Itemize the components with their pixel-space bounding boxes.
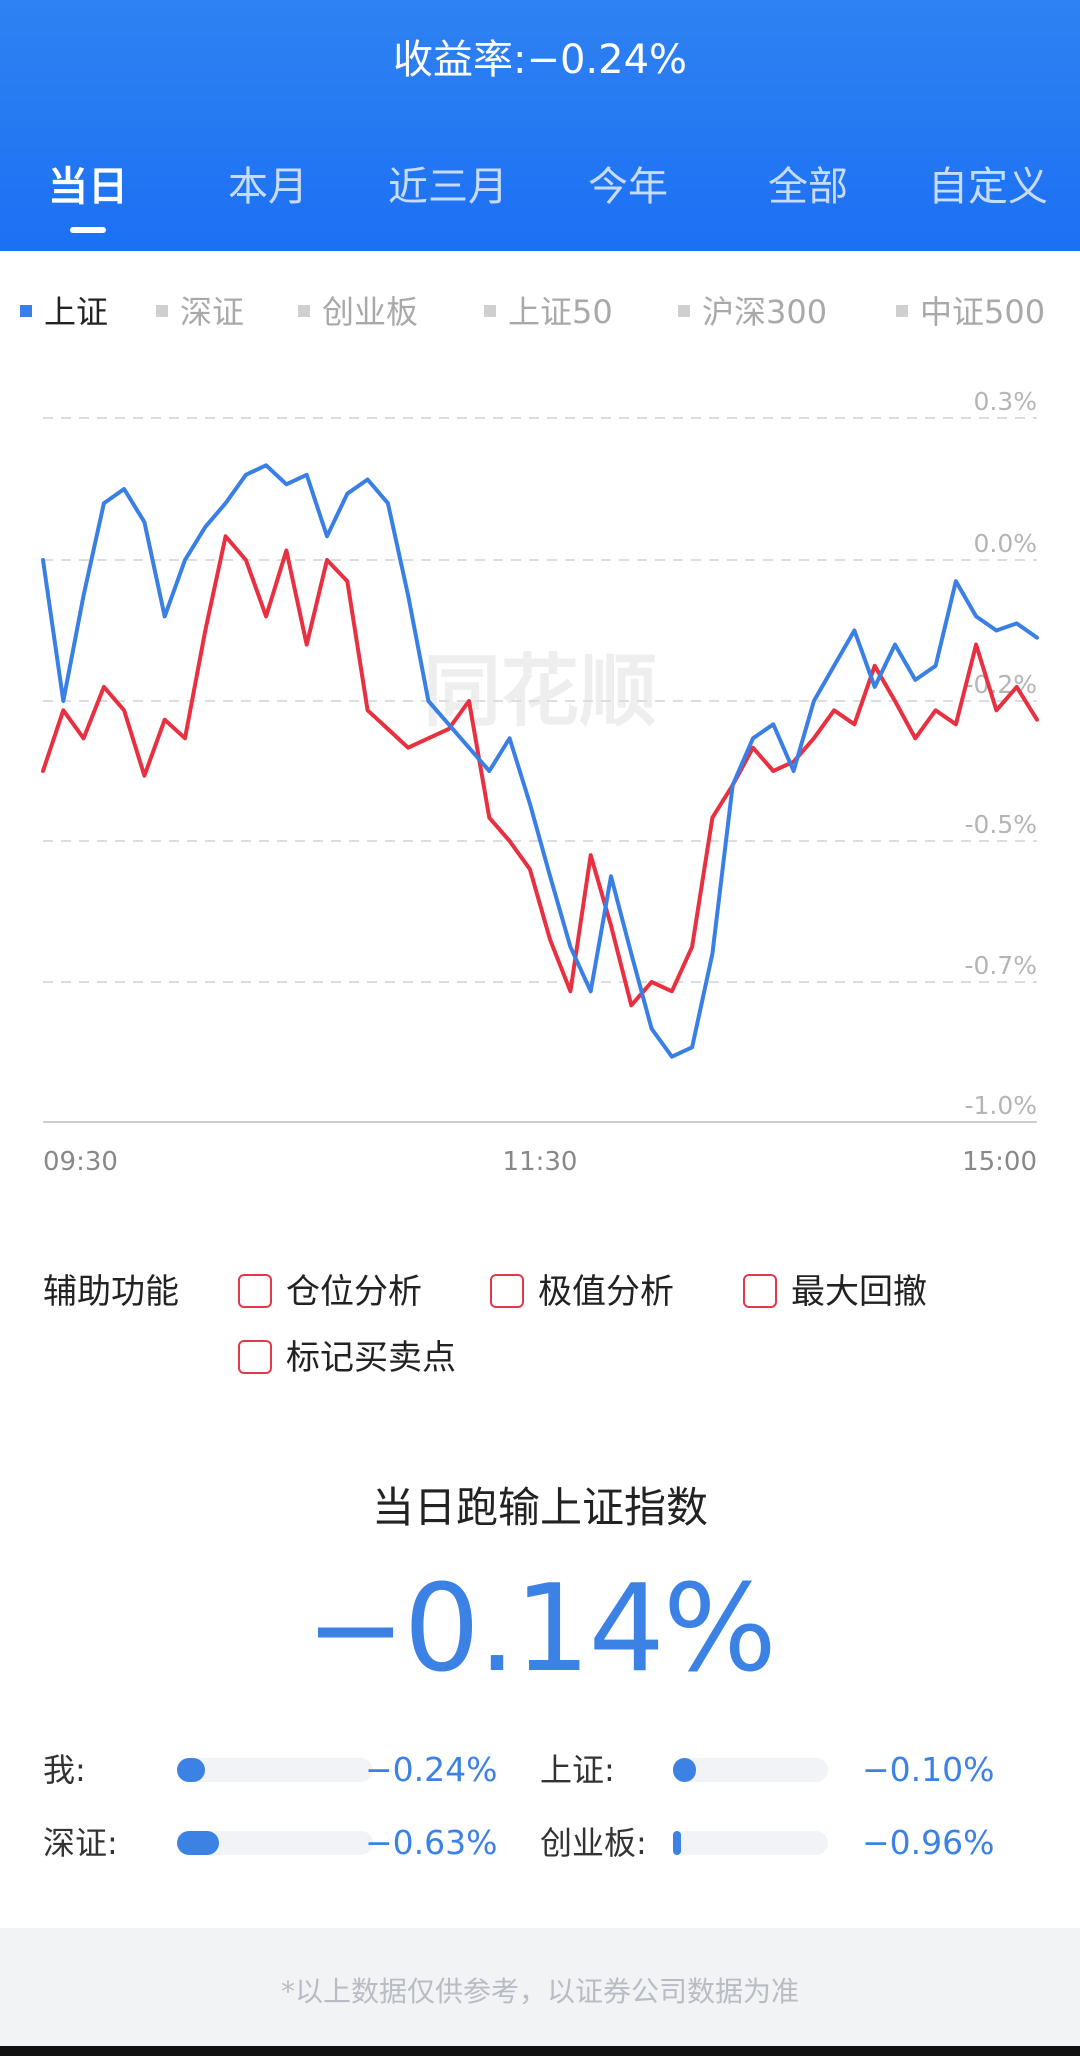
disclaimer-text: *以上数据仅供参考，以证券公司数据为准 <box>280 1975 799 2008</box>
checkbox-icon <box>743 1273 777 1308</box>
legend-label: 创业板 <box>322 293 419 331</box>
y-tick-label: 0.3% <box>973 387 1037 416</box>
legend-dot <box>896 305 908 317</box>
stat-bar-track <box>673 1758 828 1782</box>
legend-label: 上证 <box>44 293 109 331</box>
checkbox-label: 标记买卖点 <box>286 1338 456 1378</box>
stat-value: −0.24% <box>365 1750 498 1789</box>
checkbox-icon <box>238 1339 272 1374</box>
stat-label: 上证: <box>540 1751 615 1789</box>
period-tabs: 当日 本月 近三月 今年 全部 自定义 <box>0 155 1080 235</box>
y-tick-label: -0.7% <box>964 951 1037 980</box>
stat-bar-fill <box>177 1831 219 1855</box>
return-chart[interactable]: 同花顺 0.3% 0.0% -0.2% -0.5% -0.7% -1.0% 09:30 11:3… <box>0 360 1080 1180</box>
y-tick-label: -0.5% <box>964 810 1037 839</box>
tab-active-indicator <box>70 227 106 233</box>
header: 收益率:−0.24% 当日 本月 近三月 今年 全部 自定义 <box>0 0 1080 251</box>
x-tick-label: 15:00 <box>962 1147 1037 1177</box>
checkbox-label: 仓位分析 <box>286 1272 422 1312</box>
tab-custom[interactable]: 自定义 <box>928 164 1048 210</box>
stat-bar-fill <box>673 1758 696 1782</box>
stat-shenzhen: 深证: −0.63% <box>43 1818 503 1868</box>
system-navigation-bar <box>0 2046 1080 2056</box>
legend-item-sse50[interactable]: 上证50 <box>484 290 613 334</box>
x-tick-label: 09:30 <box>43 1147 118 1177</box>
stat-bar-track <box>177 1831 373 1855</box>
stat-me: 我: −0.24% <box>43 1745 503 1795</box>
compare-value: −0.14% <box>305 1560 777 1699</box>
legend-item-shanghai[interactable]: 上证 <box>20 290 108 334</box>
legend-label: 深证 <box>180 293 245 331</box>
stat-shanghai: 上证: −0.10% <box>540 1745 1000 1795</box>
watermark: 同花顺 <box>423 647 657 737</box>
position-analysis-checkbox[interactable]: 仓位分析 <box>238 1262 422 1322</box>
legend-label: 中证500 <box>920 293 1046 331</box>
y-tick-label: 0.0% <box>973 529 1037 558</box>
series-line-portfolio <box>41 534 1039 1008</box>
stat-bar-fill <box>177 1758 205 1782</box>
legend-dot <box>678 305 690 317</box>
stat-value: −0.63% <box>365 1823 498 1862</box>
extreme-analysis-checkbox[interactable]: 极值分析 <box>490 1262 674 1322</box>
x-tick-label: 11:30 <box>503 1147 578 1177</box>
legend-label: 沪深300 <box>702 293 828 331</box>
max-drawdown-checkbox[interactable]: 最大回撤 <box>743 1262 927 1322</box>
tab-three-months[interactable]: 近三月 <box>388 164 508 210</box>
trade-points-checkbox[interactable]: 标记买卖点 <box>238 1328 456 1388</box>
series-line-shanghai <box>41 463 1039 1059</box>
legend-item-chinext[interactable]: 创业板 <box>298 290 418 334</box>
legend-item-csi300[interactable]: 沪深300 <box>678 290 827 334</box>
stat-label: 创业板: <box>540 1824 647 1862</box>
aux-functions: 辅助功能 仓位分析 极值分析 最大回撤 标记买卖点 <box>0 1262 1080 1402</box>
legend-item-shenzhen[interactable]: 深证 <box>156 290 244 334</box>
stat-value: −0.96% <box>862 1823 995 1862</box>
return-rate-title: 收益率:−0.24% <box>392 37 688 83</box>
y-tick-label: -0.2% <box>964 670 1037 699</box>
tab-this-year[interactable]: 今年 <box>588 164 668 210</box>
tab-label: 当日 <box>48 164 128 210</box>
legend-dot <box>298 305 310 317</box>
return-chart-svg: 同花顺 0.3% 0.0% -0.2% -0.5% -0.7% -1.0% 09:30 11:3… <box>41 387 1039 1177</box>
stat-label: 深证: <box>43 1824 118 1862</box>
stat-bar-track <box>177 1758 373 1782</box>
tab-this-month[interactable]: 本月 <box>228 164 308 210</box>
stat-bar-fill <box>673 1831 681 1855</box>
stat-label: 我: <box>43 1751 86 1789</box>
checkbox-icon <box>238 1273 272 1308</box>
legend-item-csi500[interactable]: 中证500 <box>896 290 1045 334</box>
checkbox-icon <box>490 1273 524 1308</box>
tab-all[interactable]: 全部 <box>768 164 848 210</box>
stat-value: −0.10% <box>862 1750 995 1789</box>
footer: *以上数据仅供参考，以证券公司数据为准 <box>0 1928 1080 2046</box>
legend-dot <box>156 305 168 317</box>
stat-chinext: 创业板: −0.96% <box>540 1818 1000 1868</box>
legend-label: 上证50 <box>508 293 613 331</box>
stat-bar-track <box>673 1831 828 1855</box>
y-tick-label: -1.0% <box>964 1091 1037 1120</box>
legend-dot <box>484 305 496 317</box>
tab-today[interactable]: 当日 <box>8 155 168 233</box>
index-legend: 上证 深证 创业板 上证50 沪深300 中证500 <box>0 290 1080 334</box>
legend-dot <box>20 305 32 317</box>
compare-title: 当日跑输上证指数 <box>371 1483 708 1532</box>
checkbox-label: 最大回撤 <box>791 1272 927 1312</box>
checkbox-label: 极值分析 <box>538 1272 674 1312</box>
aux-functions-label: 辅助功能 <box>43 1272 179 1312</box>
